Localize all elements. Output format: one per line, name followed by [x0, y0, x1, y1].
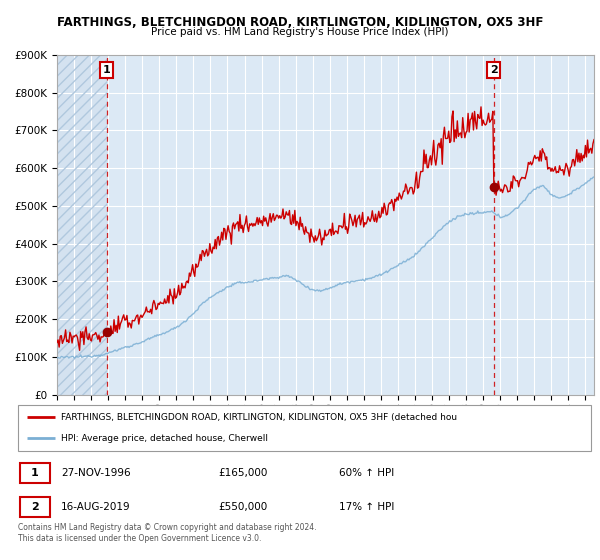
- Text: HPI: Average price, detached house, Cherwell: HPI: Average price, detached house, Cher…: [61, 434, 268, 443]
- Text: 2: 2: [31, 502, 38, 512]
- Text: 1: 1: [31, 468, 38, 478]
- Bar: [57, 55, 107, 395]
- Text: FARTHINGS, BLETCHINGDON ROAD, KIRTLINGTON, KIDLINGTON, OX5 3HF: FARTHINGS, BLETCHINGDON ROAD, KIRTLINGTO…: [57, 16, 543, 29]
- Text: Contains HM Land Registry data © Crown copyright and database right 2024.: Contains HM Land Registry data © Crown c…: [18, 523, 317, 532]
- Text: £550,000: £550,000: [218, 502, 268, 512]
- Text: £165,000: £165,000: [218, 468, 268, 478]
- Text: Price paid vs. HM Land Registry's House Price Index (HPI): Price paid vs. HM Land Registry's House …: [151, 27, 449, 37]
- Text: 17% ↑ HPI: 17% ↑ HPI: [339, 502, 394, 512]
- Text: 16-AUG-2019: 16-AUG-2019: [61, 502, 131, 512]
- FancyBboxPatch shape: [18, 405, 591, 451]
- FancyBboxPatch shape: [20, 497, 50, 517]
- Text: 2: 2: [490, 65, 497, 75]
- FancyBboxPatch shape: [20, 463, 50, 483]
- Text: FARTHINGS, BLETCHINGDON ROAD, KIRTLINGTON, KIDLINGTON, OX5 3HF (detached hou: FARTHINGS, BLETCHINGDON ROAD, KIRTLINGTO…: [61, 413, 457, 422]
- Bar: [57, 55, 107, 395]
- Text: 60% ↑ HPI: 60% ↑ HPI: [339, 468, 394, 478]
- Text: This data is licensed under the Open Government Licence v3.0.: This data is licensed under the Open Gov…: [18, 534, 262, 543]
- Text: 1: 1: [103, 65, 110, 75]
- Text: 27-NOV-1996: 27-NOV-1996: [61, 468, 131, 478]
